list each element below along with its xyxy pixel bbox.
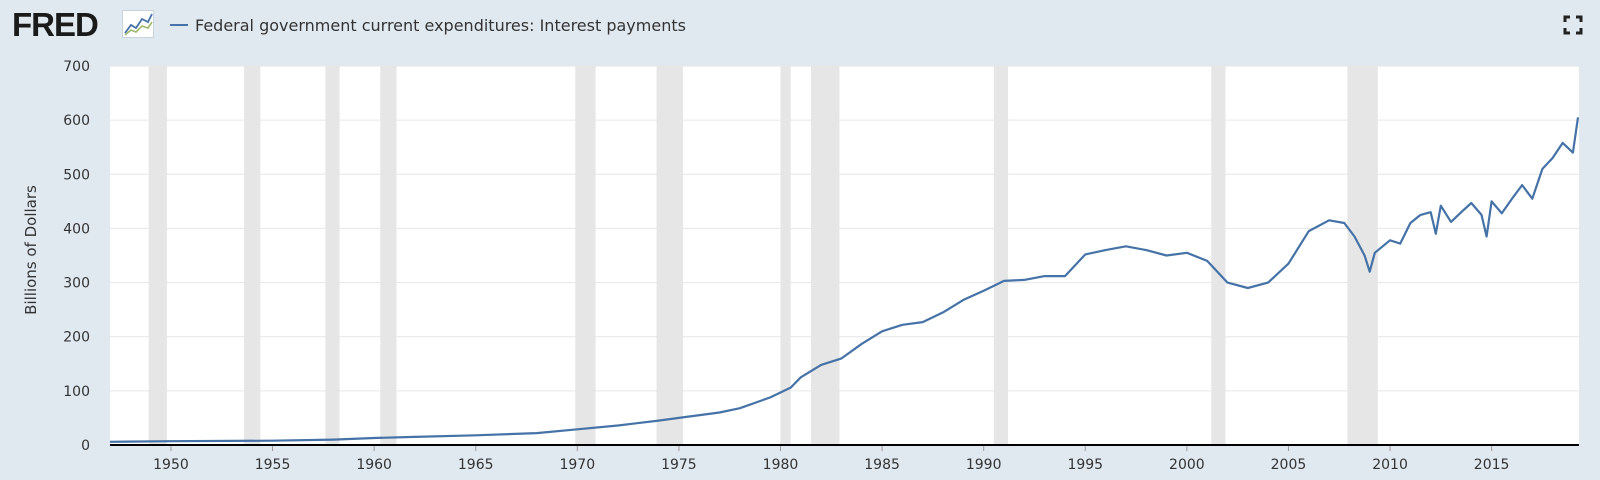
y-tick-label: 600 xyxy=(63,113,90,129)
x-tick-label: 1980 xyxy=(763,457,799,473)
recession-band xyxy=(993,66,1009,445)
x-tick-label: 1985 xyxy=(864,457,900,473)
y-tick-label: 0 xyxy=(81,438,90,454)
recession-band xyxy=(780,66,791,445)
x-tick-label: 1960 xyxy=(356,457,392,473)
fred-logo: FRED xyxy=(12,6,99,43)
legend-swatch xyxy=(170,24,188,26)
recession-band xyxy=(244,66,261,445)
recession-band xyxy=(325,66,340,445)
y-tick-label: 400 xyxy=(63,221,90,237)
x-tick-label: 1950 xyxy=(153,457,189,473)
legend-series-label[interactable]: Federal government current expenditures:… xyxy=(195,15,686,35)
x-tick-label: 2010 xyxy=(1372,457,1408,473)
x-tick-label: 2015 xyxy=(1474,457,1510,473)
recession-band xyxy=(148,66,167,445)
x-axis-ticks: 1950 1955 1960 1965 1970 1975 1980 1985 1990 1995… xyxy=(153,445,1509,473)
chart-header: FRED Federal government current expendit… xyxy=(0,0,1600,50)
recession-band xyxy=(1211,66,1226,445)
logo-graph-icon xyxy=(122,10,154,38)
x-tick-label: 1995 xyxy=(1067,457,1103,473)
fullscreen-icon[interactable] xyxy=(1562,14,1584,36)
chart-legend: Federal government current expenditures:… xyxy=(170,14,686,36)
x-tick-label: 1955 xyxy=(255,457,291,473)
recession-band xyxy=(575,66,596,445)
recession-band xyxy=(656,66,683,445)
series-line-interest-payments[interactable] xyxy=(109,117,1580,443)
recession-band xyxy=(380,66,397,445)
x-tick-label: 2005 xyxy=(1271,457,1307,473)
recession-band xyxy=(1347,66,1378,445)
plot-area xyxy=(110,66,1579,445)
x-tick-label: 1990 xyxy=(966,457,1002,473)
recession-band xyxy=(810,66,840,445)
recession-shading xyxy=(148,66,1378,445)
x-tick-label: 2000 xyxy=(1169,457,1205,473)
y-tick-label: 300 xyxy=(63,276,90,292)
x-tick-label: 1965 xyxy=(458,457,494,473)
x-tick-label: 1975 xyxy=(661,457,697,473)
y-tick-label: 100 xyxy=(63,384,90,400)
y-axis-ticks: 0 100 200 300 400 500 600 700 xyxy=(63,59,90,454)
y-tick-label: 700 xyxy=(63,59,90,75)
x-tick-label: 1970 xyxy=(559,457,595,473)
y-tick-label: 500 xyxy=(63,167,90,183)
gridlines xyxy=(110,65,1579,392)
y-tick-label: 200 xyxy=(63,330,90,346)
